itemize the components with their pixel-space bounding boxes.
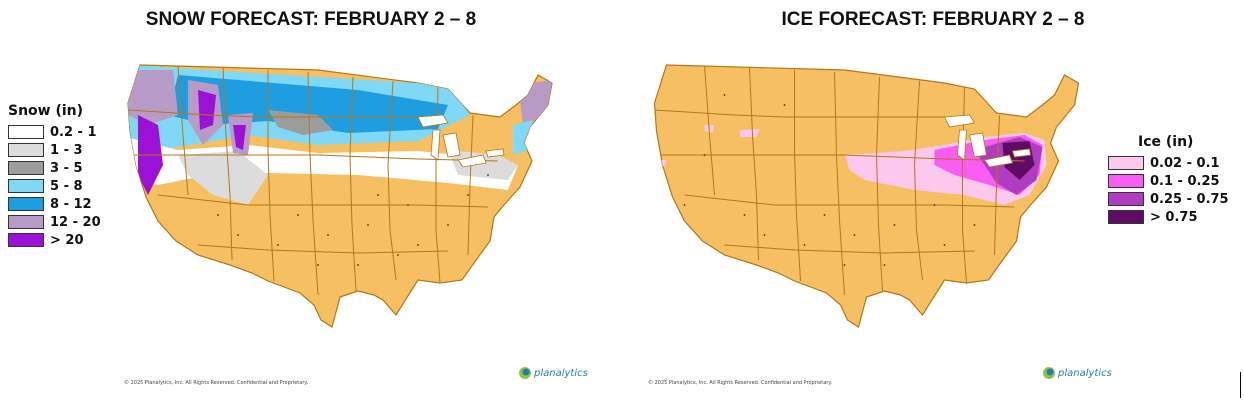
snow-copyright: © 2025 Planalytics, Inc. All Rights Rese…	[124, 380, 309, 386]
legend-label: 0.2 - 1	[50, 124, 97, 140]
snow-legend-item: 8 - 12	[8, 195, 101, 213]
ice-copyright: © 2025 Planalytics, Inc. All Rights Rese…	[648, 380, 833, 386]
legend-label: > 20	[50, 232, 84, 248]
legend-label: 0.25 - 0.75	[1150, 191, 1229, 207]
planalytics-logo-icon	[519, 367, 531, 379]
snow-legend-item: 0.2 - 1	[8, 123, 101, 141]
logo-text: planalytics	[534, 367, 588, 379]
ice-planalytics-logo: planalytics	[1042, 366, 1112, 380]
snow-map-title: SNOW FORECAST: FEBRUARY 2 – 8	[145, 9, 477, 30]
legend-swatch	[8, 215, 44, 229]
legend-swatch	[8, 161, 44, 175]
legend-swatch	[1108, 174, 1144, 188]
legend-label: 0.1 - 0.25	[1150, 173, 1220, 189]
snow-legend-title: Snow (in)	[8, 103, 84, 119]
ice-legend-item: 0.02 - 0.1	[1108, 154, 1229, 172]
legend-swatch	[8, 179, 44, 193]
legend-label: 8 - 12	[50, 196, 92, 212]
snow-legend-item: 3 - 5	[8, 159, 101, 177]
snow-forecast-panel: SNOW FORECAST: FEBRUARY 2 – 8	[8, 9, 588, 386]
legend-swatch	[8, 125, 44, 139]
ice-us-map	[653, 64, 1080, 328]
snow-legend-item: 1 - 3	[8, 141, 101, 159]
ice-forecast-panel: ICE FORECAST: FEBRUARY 2 – 8	[622, 0, 1244, 407]
snow-legend-item: 5 - 8	[8, 177, 101, 195]
snow-legend-item: > 20	[8, 231, 101, 249]
ice-legend-item: 0.1 - 0.25	[1108, 172, 1229, 190]
edge-divider-line	[1240, 372, 1241, 398]
legend-swatch	[1108, 210, 1144, 224]
ice-legend-title: Ice (in)	[1138, 134, 1194, 150]
snow-legend-item: 12 - 20	[8, 213, 101, 231]
legend-label: 1 - 3	[50, 142, 83, 158]
legend-label: 3 - 5	[50, 160, 83, 176]
logo-text: planalytics	[1058, 367, 1112, 379]
ice-map-title: ICE FORECAST: FEBRUARY 2 – 8	[781, 9, 1085, 30]
legend-swatch	[1108, 192, 1144, 206]
snow-legend: Snow (in) 0.2 - 1 1 - 3 3 - 5 5 - 8 8 - …	[8, 103, 101, 249]
planalytics-logo-icon	[1043, 367, 1055, 379]
legend-swatch	[8, 143, 44, 157]
legend-swatch	[8, 233, 44, 247]
ice-legend-item: 0.25 - 0.75	[1108, 190, 1229, 208]
legend-label: 5 - 8	[50, 178, 83, 194]
ice-legend: Ice (in) 0.02 - 0.1 0.1 - 0.25 0.25 - 0.…	[1108, 134, 1229, 226]
legend-swatch	[1108, 156, 1144, 170]
snow-planalytics-logo: planalytics	[518, 366, 588, 380]
legend-swatch	[8, 197, 44, 211]
ice-legend-item: > 0.75	[1108, 208, 1229, 226]
legend-label: 0.02 - 0.1	[1150, 155, 1220, 171]
legend-label: > 0.75	[1150, 209, 1198, 225]
legend-label: 12 - 20	[50, 214, 101, 230]
snow-us-map	[127, 64, 553, 328]
